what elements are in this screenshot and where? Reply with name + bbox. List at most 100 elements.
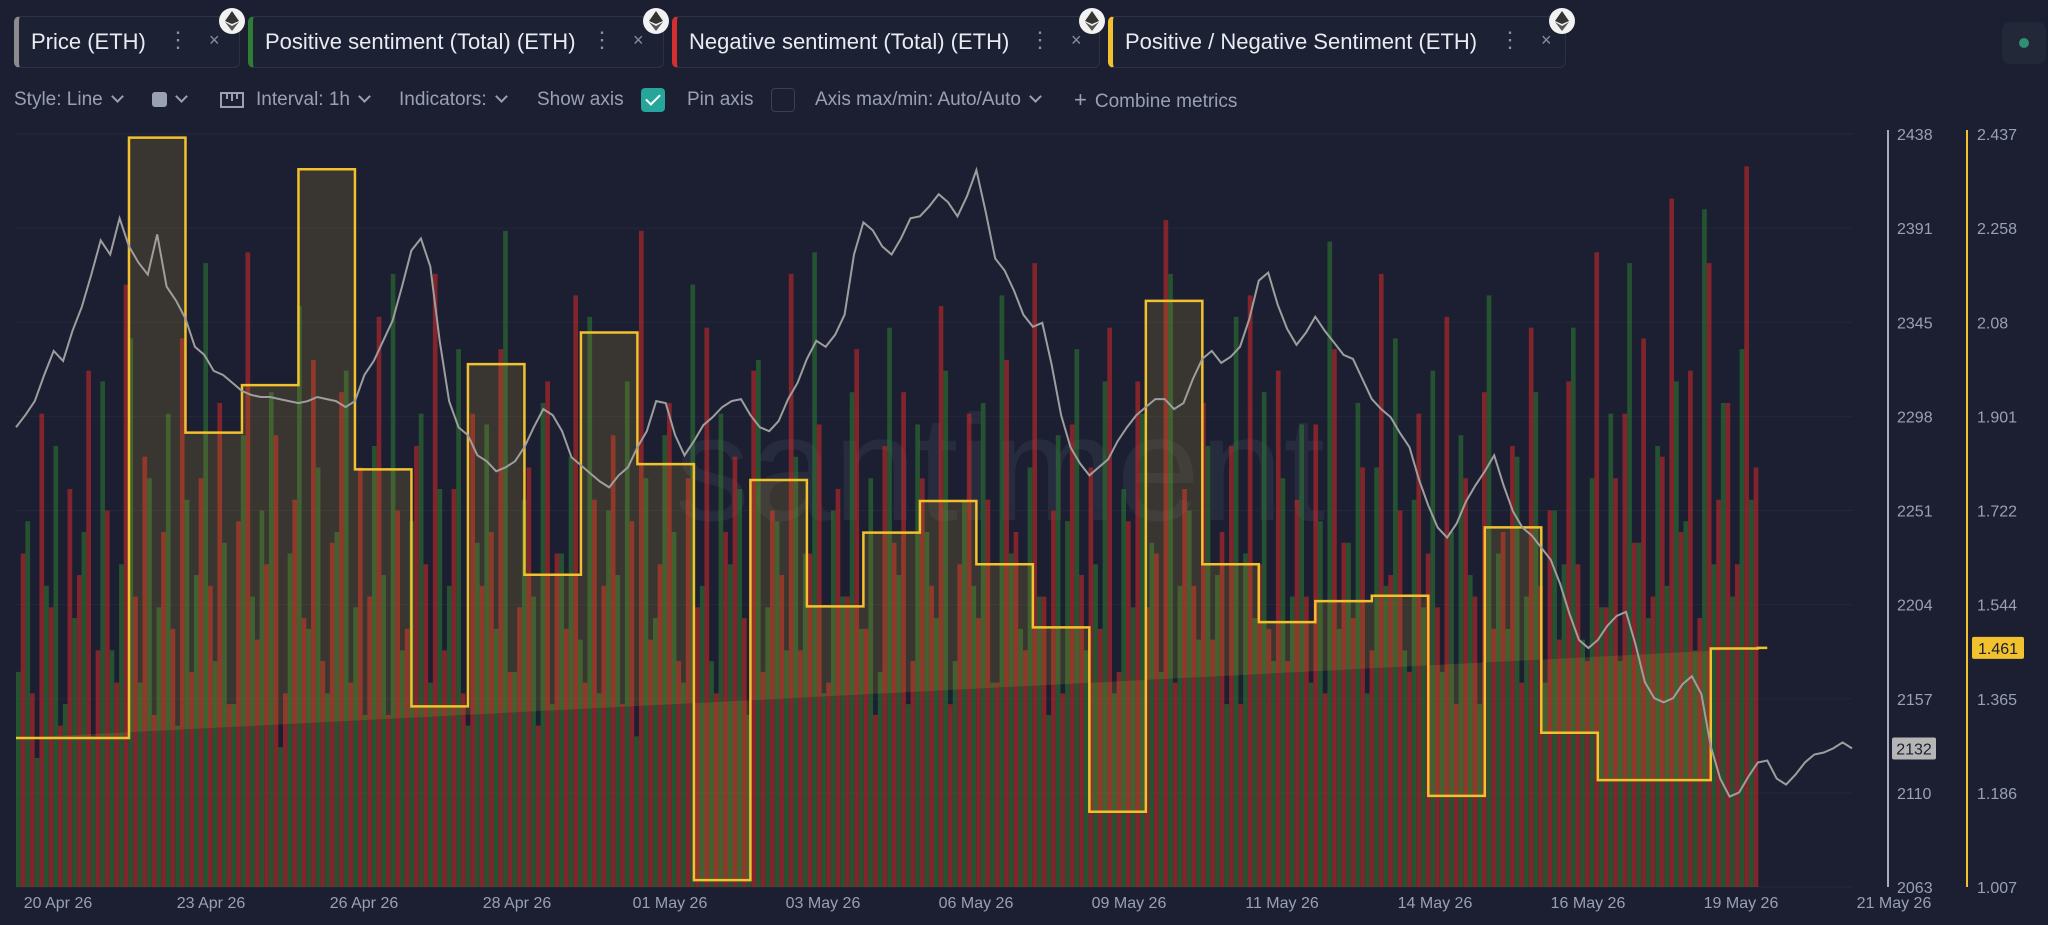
negative-sentiment-bar (1659, 456, 1665, 887)
positive-sentiment-bar (418, 413, 424, 887)
more-options-icon[interactable]: ⋮ (1029, 27, 1051, 52)
positive-sentiment-bar (325, 693, 330, 887)
positive-sentiment-bar (802, 553, 808, 887)
negative-sentiment-bar (1238, 704, 1244, 887)
negative-sentiment-bar (1004, 359, 1009, 887)
positive-sentiment-bar (1336, 628, 1342, 887)
negative-sentiment-bar (67, 488, 73, 887)
status-indicator[interactable] (2002, 22, 2046, 64)
ratio-tick-label: 1.365 (1977, 692, 2017, 709)
positive-sentiment-bar (1739, 349, 1745, 888)
negative-sentiment-bar (245, 252, 251, 888)
positive-sentiment-bar (896, 575, 902, 887)
negative-sentiment-bar (629, 521, 635, 887)
positive-sentiment-bar (1702, 209, 1707, 888)
interval-dropdown[interactable]: Interval: 1h (220, 86, 371, 114)
positive-sentiment-bar (1374, 467, 1379, 887)
close-icon[interactable]: × (209, 30, 220, 50)
negative-sentiment-bar (1182, 488, 1187, 887)
negative-sentiment-bar (1126, 521, 1131, 887)
negative-sentiment-bar (470, 413, 475, 887)
negative-sentiment-bar (704, 327, 710, 888)
positive-sentiment-bar (203, 263, 209, 888)
ethereum-icon (643, 8, 669, 34)
negative-sentiment-bar (142, 456, 148, 887)
show-axis-toggle[interactable]: Show axis (537, 86, 665, 114)
negative-sentiment-bar (1641, 338, 1646, 887)
show-axis-checkbox[interactable] (640, 87, 665, 112)
tab-positive-sentiment[interactable]: Positive sentiment (Total) (ETH) ⋮ × (248, 8, 669, 68)
positive-sentiment-bar (727, 564, 733, 887)
negative-sentiment-bar (1650, 596, 1656, 887)
positive-sentiment-bar (1083, 650, 1089, 887)
positive-sentiment-bar (1421, 607, 1426, 887)
positive-sentiment-bar (830, 510, 836, 887)
more-options-icon[interactable]: ⋮ (591, 27, 613, 52)
negative-sentiment-bar (545, 381, 550, 887)
color-dropdown[interactable] (152, 86, 188, 114)
positive-sentiment-bar (268, 392, 274, 887)
negative-sentiment-bar (1631, 542, 1637, 887)
indicators-dropdown[interactable]: Indicators: (399, 86, 508, 114)
x-tick-label: 11 May 26 (1245, 895, 1319, 912)
negative-sentiment-bar (517, 607, 522, 887)
combine-metrics-button[interactable]: + Combine metrics (1074, 86, 1237, 116)
close-icon[interactable]: × (1541, 30, 1552, 50)
positive-sentiment-bar (400, 650, 405, 887)
positive-sentiment-bar (540, 402, 546, 887)
positive-sentiment-bar (578, 639, 583, 887)
positive-sentiment-bar (1393, 338, 1398, 887)
negative-sentiment-bar (1613, 478, 1618, 887)
negative-sentiment-bar (95, 650, 101, 887)
negative-sentiment-bar (198, 478, 204, 887)
negative-sentiment-bar (741, 618, 747, 887)
metric-tabs: Price (ETH) ⋮ × Positive sentiment (Tota… (14, 8, 1575, 68)
negative-sentiment-bar (695, 607, 700, 887)
pin-axis-toggle[interactable]: Pin axis (687, 86, 795, 114)
negative-sentiment-bar (1069, 424, 1075, 887)
positive-sentiment-bar (774, 521, 780, 887)
positive-sentiment-bar (596, 693, 602, 887)
close-icon[interactable]: × (633, 30, 644, 50)
pin-axis-checkbox[interactable] (770, 87, 795, 112)
tab-positive-negative-ratio[interactable]: Positive / Negative Sentiment (ETH) ⋮ × (1108, 8, 1575, 68)
positive-sentiment-bar (1140, 413, 1145, 887)
negative-sentiment-bar (1706, 263, 1712, 888)
more-options-icon[interactable]: ⋮ (1499, 27, 1521, 52)
positive-sentiment-bar (362, 714, 368, 887)
positive-sentiment-bar (1627, 263, 1632, 888)
more-options-icon[interactable]: ⋮ (167, 27, 189, 52)
negative-sentiment-bar (1463, 478, 1468, 887)
negative-sentiment-bar (563, 628, 569, 887)
ratio-tick-label: 2.258 (1977, 221, 2017, 238)
negative-sentiment-bar (414, 445, 419, 887)
negative-sentiment-bar (254, 639, 260, 887)
negative-sentiment-bar (620, 704, 625, 887)
positive-sentiment-bar (343, 370, 349, 888)
tab-negative-sentiment[interactable]: Negative sentiment (Total) (ETH) ⋮ × (672, 8, 1105, 68)
positive-sentiment-bar (72, 618, 77, 887)
negative-sentiment-bar (1097, 628, 1103, 887)
positive-sentiment-bar (184, 499, 190, 887)
ratio-area (16, 137, 1768, 881)
ratio-tick-label: 2.437 (1977, 127, 2017, 144)
positive-sentiment-bar (568, 456, 574, 887)
close-icon[interactable]: × (1071, 30, 1082, 50)
negative-sentiment-bar (151, 714, 157, 887)
positive-sentiment-bar (381, 575, 387, 887)
style-dropdown[interactable]: Style: Line (14, 86, 124, 114)
positive-sentiment-bar (175, 725, 180, 887)
negative-sentiment-bar (873, 714, 878, 887)
negative-sentiment-bar (1510, 445, 1515, 887)
tab-price[interactable]: Price (ETH) ⋮ × (14, 8, 245, 68)
axis-maxmin-dropdown[interactable]: Axis max/min: Auto/Auto (815, 86, 1042, 114)
positive-sentiment-bar (980, 402, 986, 887)
positive-sentiment-bar (718, 413, 724, 887)
negative-sentiment-bar (1407, 671, 1412, 887)
negative-sentiment-bar (1266, 628, 1272, 887)
positive-sentiment-bar (62, 704, 68, 887)
ratio-line (16, 136, 1768, 882)
positive-sentiment-bar (231, 704, 237, 887)
positive-sentiment-bar (1608, 413, 1614, 887)
